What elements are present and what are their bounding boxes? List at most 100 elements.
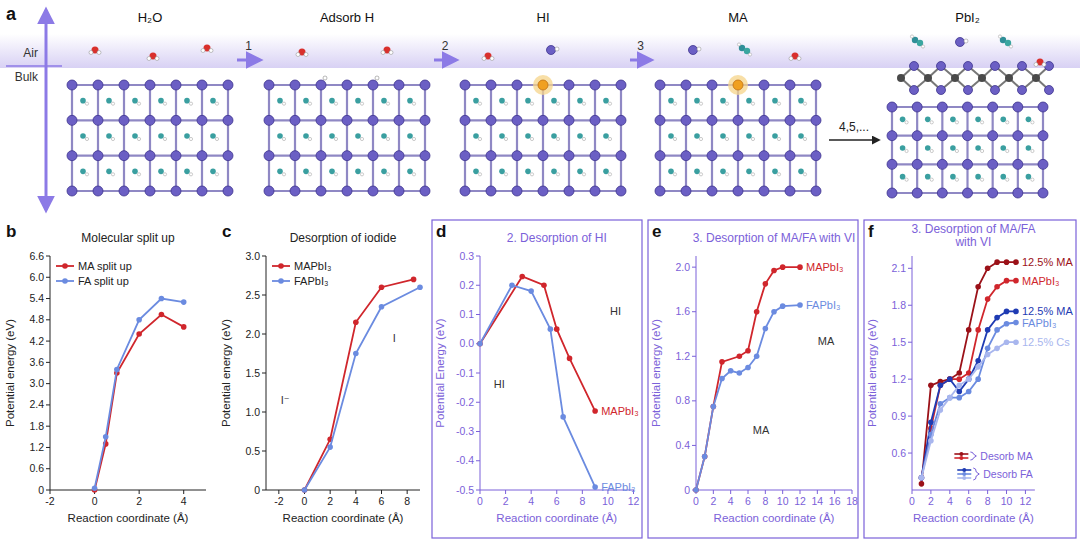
iodide <box>316 80 326 90</box>
data-point <box>353 351 359 357</box>
y-tick-label: 1.5 <box>245 367 260 379</box>
cation-h <box>282 173 285 176</box>
hydrogen <box>1042 63 1046 67</box>
bond <box>966 107 968 193</box>
cation-h <box>725 137 728 140</box>
x-tick-label: 6 <box>379 495 385 507</box>
data-point <box>509 282 515 288</box>
iodide <box>988 188 998 198</box>
y-tick <box>476 402 480 403</box>
plot-data <box>477 274 598 490</box>
series-label: 12.5% MA <box>1022 256 1073 268</box>
iodide <box>681 115 691 125</box>
cation <box>746 133 752 139</box>
cation <box>772 133 778 139</box>
y-tick-label: 2.1 <box>891 262 906 274</box>
iodide <box>264 115 274 125</box>
hydrogen <box>998 35 1001 38</box>
iodide <box>1018 86 1027 95</box>
data-point <box>711 404 717 410</box>
data-point <box>1004 321 1010 327</box>
y-tick <box>46 362 50 363</box>
series-line <box>95 299 184 489</box>
cation <box>577 169 583 175</box>
iodide <box>67 151 77 161</box>
panel-title: Desorption of iodide <box>290 231 397 245</box>
iodide <box>707 80 717 90</box>
cation <box>210 133 216 139</box>
iodide <box>316 115 326 125</box>
cation-h <box>386 173 389 176</box>
cation-h <box>412 137 415 140</box>
x-axis-title: Reaction coordinate (Å) <box>496 512 617 524</box>
iodide <box>1013 159 1023 169</box>
series-label: MAPbI₃ <box>1022 275 1059 287</box>
iodide <box>171 186 181 196</box>
bond <box>815 85 817 191</box>
bond <box>568 85 570 191</box>
lead <box>1032 74 1040 82</box>
plot-data <box>302 277 423 493</box>
x-tick <box>330 490 331 494</box>
iodide <box>486 151 496 161</box>
cation <box>551 169 557 175</box>
bond <box>97 85 99 191</box>
bond <box>320 85 322 191</box>
legend-marker <box>278 263 284 269</box>
x-tick-label: 2 <box>327 495 333 507</box>
iodide <box>988 159 998 169</box>
data-point <box>938 383 944 389</box>
iodide <box>564 151 574 161</box>
step-number: 2 <box>442 39 449 53</box>
cation-h <box>504 137 507 140</box>
hydrogen <box>89 51 93 55</box>
iodide <box>197 186 207 196</box>
y-tick <box>692 356 696 357</box>
iodide <box>963 159 973 169</box>
legend-label: Desorb MA <box>980 450 1033 462</box>
legend-marker <box>62 263 68 269</box>
cation-h <box>1006 178 1009 181</box>
cation-h <box>215 102 218 105</box>
iodide <box>1045 86 1054 95</box>
step-number: 3 <box>637 39 644 53</box>
iodide <box>1038 188 1048 198</box>
iodide <box>171 115 181 125</box>
iodide <box>912 159 922 169</box>
iodide <box>1045 62 1054 71</box>
iodide <box>910 86 919 95</box>
cation <box>329 98 335 104</box>
iodide <box>616 115 626 125</box>
cation <box>80 169 86 175</box>
step-arrow <box>630 59 651 62</box>
data-point <box>1013 309 1019 315</box>
data-point <box>947 376 953 382</box>
x-axis-title: Reaction coordinate (Å) <box>68 512 189 524</box>
series-label: FAPbI₃ <box>1022 317 1056 329</box>
legend-marker <box>959 452 963 456</box>
y-tick <box>692 400 696 401</box>
cation-h <box>699 102 702 105</box>
panel-letter: c <box>222 222 231 241</box>
x-tick <box>1025 490 1026 494</box>
iodide <box>67 186 77 196</box>
x-tick-label: 8 <box>985 495 991 507</box>
iodide <box>197 115 207 125</box>
x-tick <box>949 490 950 494</box>
data-point <box>985 352 991 358</box>
step-arrow <box>829 139 879 141</box>
stage-label: HI <box>537 10 550 25</box>
data-point <box>379 284 385 290</box>
data-point <box>966 327 972 333</box>
x-tick-label: 6 <box>966 495 972 507</box>
iodide <box>963 188 973 198</box>
cation-h <box>1006 149 1009 152</box>
cation <box>355 169 361 175</box>
panel-title: 2. Desorption of HI <box>507 231 607 245</box>
iodide <box>991 62 1000 71</box>
data-point <box>353 320 359 326</box>
vacancy <box>733 80 743 90</box>
cation <box>603 133 609 139</box>
y-tick <box>262 490 266 491</box>
iodide <box>119 151 129 161</box>
